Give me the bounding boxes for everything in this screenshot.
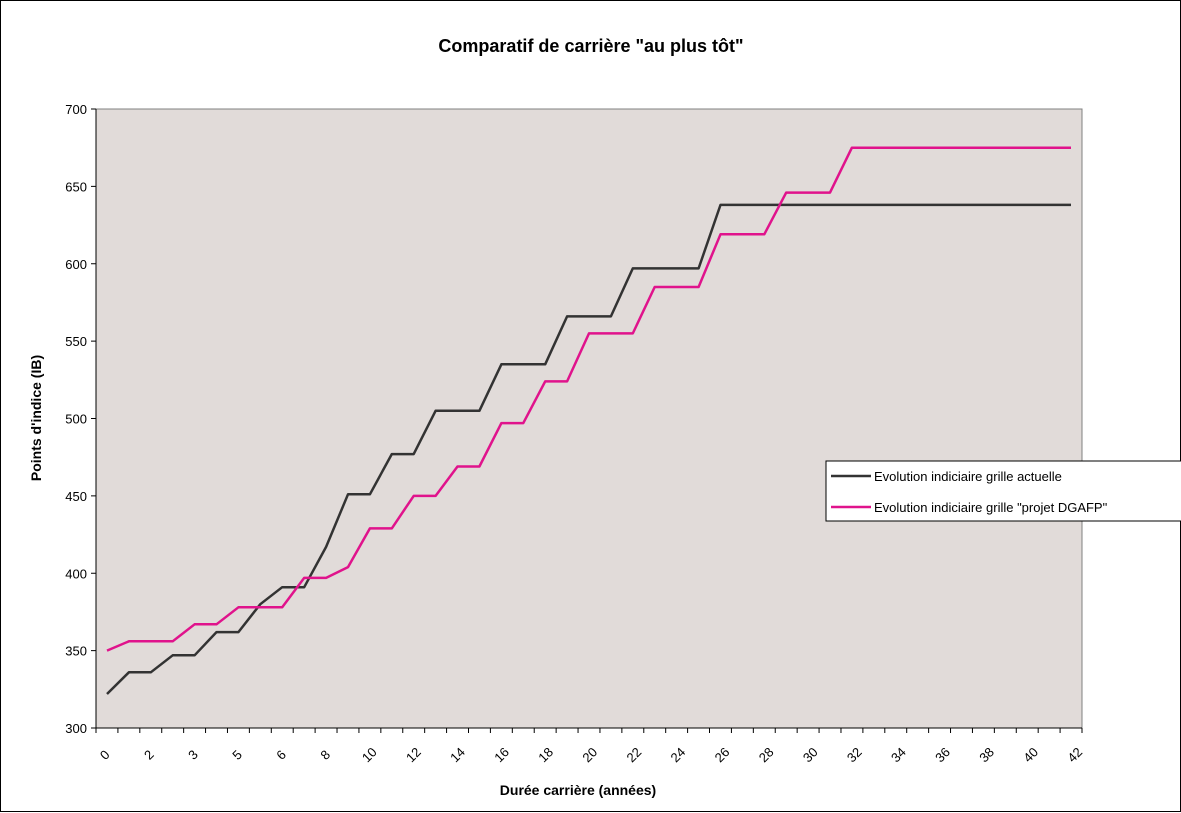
legend: Evolution indiciaire grille actuelle Evo… xyxy=(825,460,1181,522)
x-tick-label: 40 xyxy=(1020,744,1041,765)
x-tick-label: 34 xyxy=(888,744,909,765)
plot-area xyxy=(95,108,1083,729)
y-axis-label: Points d'indice (IB) xyxy=(28,355,44,481)
x-tick-label: 5 xyxy=(229,747,245,763)
y-tick-label: 650 xyxy=(65,179,87,194)
x-tick-label: 16 xyxy=(491,744,512,765)
y-tick-label: 450 xyxy=(65,489,87,504)
series-layer xyxy=(106,146,1071,695)
x-tick-label: 26 xyxy=(712,744,733,765)
x-tick-label: 32 xyxy=(844,744,865,765)
x-tick-label: 38 xyxy=(976,744,997,765)
series-line-actuelle xyxy=(106,203,1071,695)
x-tick-label: 6 xyxy=(273,747,289,763)
y-tick-label: 350 xyxy=(65,644,87,659)
x-tick-label: 36 xyxy=(932,744,953,765)
x-tick-label: 30 xyxy=(800,744,821,765)
y-axis: 300 350 400 450 500 550 600 650 700 xyxy=(65,102,97,736)
legend-entry-dgafp: Evolution indiciaire grille "projet DGAF… xyxy=(874,500,1108,515)
x-tick-label: 22 xyxy=(623,744,644,765)
x-axis: 0 2 3 5 6 8 10 12 14 16 18 20 22 24 26 28 30 32 34 36 38 40 42 xyxy=(95,727,1085,765)
x-tick-label: 3 xyxy=(185,747,201,763)
series-line-dgafp xyxy=(106,146,1071,652)
x-tick-label: 42 xyxy=(1064,744,1085,765)
y-tick-label: 700 xyxy=(65,102,87,117)
x-tick-label: 8 xyxy=(317,747,333,763)
x-axis-label: Durée carrière (années) xyxy=(500,782,656,798)
x-tick-label: 20 xyxy=(579,744,600,765)
y-tick-label: 550 xyxy=(65,334,87,349)
x-tick-label: 28 xyxy=(756,744,777,765)
x-tick-label: 12 xyxy=(403,744,424,765)
x-tick-label: 14 xyxy=(447,744,468,765)
legend-entry-actuelle: Evolution indiciaire grille actuelle xyxy=(874,469,1062,484)
y-tick-label: 600 xyxy=(65,257,87,272)
x-tick-label: 2 xyxy=(141,747,157,763)
y-tick-label: 400 xyxy=(65,566,87,581)
chart-title: Comparatif de carrière "au plus tôt" xyxy=(438,36,743,56)
x-tick-label: 24 xyxy=(668,744,689,765)
y-tick-label: 500 xyxy=(65,412,87,427)
y-tick-label: 300 xyxy=(65,721,87,736)
x-tick-label: 10 xyxy=(359,744,380,765)
legend-box xyxy=(825,460,1181,522)
x-tick-label: 18 xyxy=(535,744,556,765)
x-tick-label: 0 xyxy=(97,747,113,763)
